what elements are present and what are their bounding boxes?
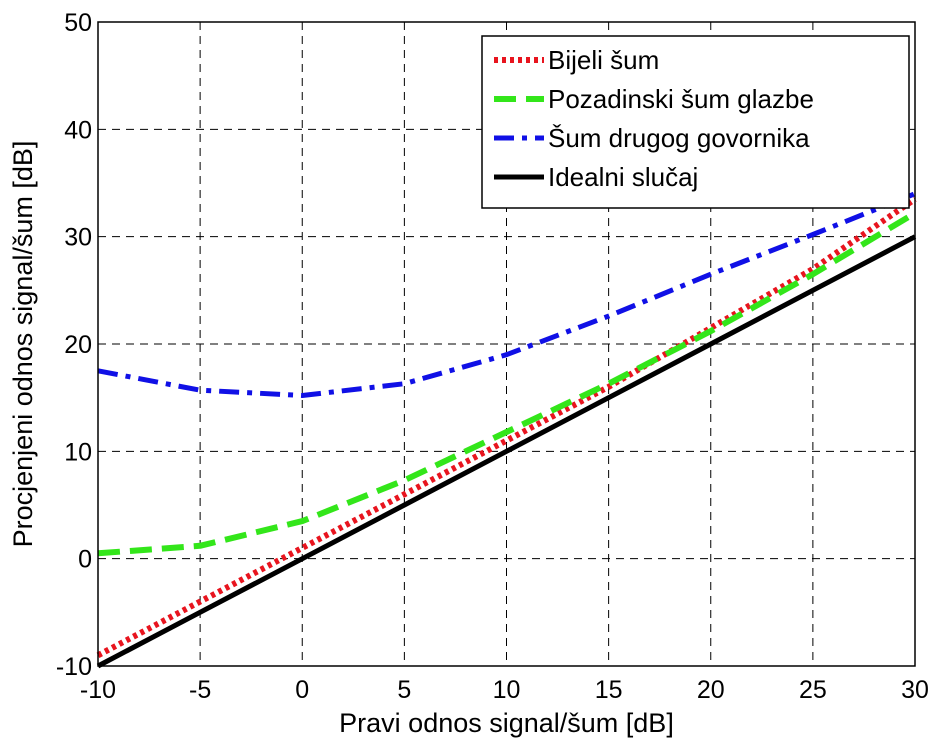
legend-label: Idealni slučaj: [548, 162, 698, 192]
series-line: [96, 234, 917, 669]
legend: Bijeli šum Pozadinski šum glazbe Šum drugo…: [481, 35, 910, 209]
legend-label: Šum drugog govornika: [548, 123, 810, 153]
y-tick-label: 20: [64, 331, 92, 359]
legend-box: [481, 35, 910, 209]
x-tick-label: 5: [397, 676, 411, 704]
series-line: [97, 191, 916, 398]
x-tick-label: 15: [595, 676, 623, 704]
series-line: [97, 210, 917, 557]
x-tick-label: -10: [80, 676, 116, 704]
plot-frame: [97, 21, 916, 667]
legend-label: Pozadinski šum glazbe: [548, 84, 814, 114]
x-tick-label: -5: [189, 676, 211, 704]
tick-labels: -10 -5 0 5 10 15 20 25 30 -10 0 10 20 30 40 50: [56, 9, 929, 704]
x-axis-label: Pravi odnos signal/šum [dB]: [339, 708, 674, 738]
series-line: [96, 196, 917, 658]
series-lines: [96, 191, 917, 669]
y-tick-label: 10: [64, 438, 92, 466]
y-tick-label: 0: [78, 546, 92, 574]
legend-label: Bijeli šum: [548, 45, 659, 75]
x-tick-label: 25: [799, 676, 827, 704]
x-tick-label: 20: [697, 676, 725, 704]
y-axis-label: Procjenjeni odnos signal/šum [dB]: [8, 141, 38, 548]
y-tick-label: 30: [64, 224, 92, 252]
y-tick-label: 50: [64, 9, 92, 37]
y-tick-label: 40: [64, 116, 92, 144]
y-tick-label: -10: [56, 653, 92, 681]
x-tick-label: 10: [493, 676, 521, 704]
x-tick-label: 0: [295, 676, 309, 704]
x-tick-label: 30: [901, 676, 929, 704]
